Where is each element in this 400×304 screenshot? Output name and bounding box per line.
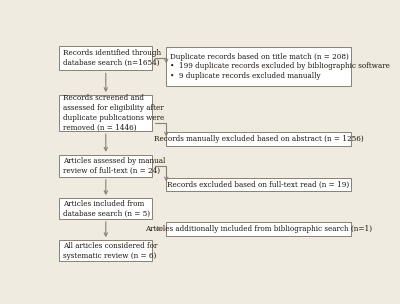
Text: Articles assessed by manual
review of full-text (n = 24): Articles assessed by manual review of fu… <box>63 157 166 175</box>
Text: Articles additionally included from bibliographic search (n=1): Articles additionally included from bibl… <box>145 225 372 233</box>
FancyBboxPatch shape <box>59 240 152 261</box>
Text: Records manually excluded based on abstract (n = 1256): Records manually excluded based on abstr… <box>154 136 363 143</box>
FancyBboxPatch shape <box>59 95 152 131</box>
FancyBboxPatch shape <box>166 222 351 236</box>
Text: Duplicate records based on title match (n = 208)
•  199 duplicate records exclud: Duplicate records based on title match (… <box>170 53 390 80</box>
Text: All articles considered for
systematic review (n = 6): All articles considered for systematic r… <box>63 242 158 260</box>
FancyBboxPatch shape <box>59 198 152 219</box>
Text: Records screened and
assessed for eligibility after
duplicate publications were
: Records screened and assessed for eligib… <box>63 95 164 132</box>
FancyBboxPatch shape <box>59 46 152 71</box>
FancyBboxPatch shape <box>166 178 351 191</box>
FancyBboxPatch shape <box>166 133 351 147</box>
Text: Records excluded based on full-text read (n = 19): Records excluded based on full-text read… <box>167 181 350 188</box>
FancyBboxPatch shape <box>59 155 152 177</box>
Text: Articles included from
database search (n = 5): Articles included from database search (… <box>63 200 150 217</box>
Text: Records identified through
database search (n=1654): Records identified through database sear… <box>63 49 162 67</box>
FancyBboxPatch shape <box>166 47 351 86</box>
